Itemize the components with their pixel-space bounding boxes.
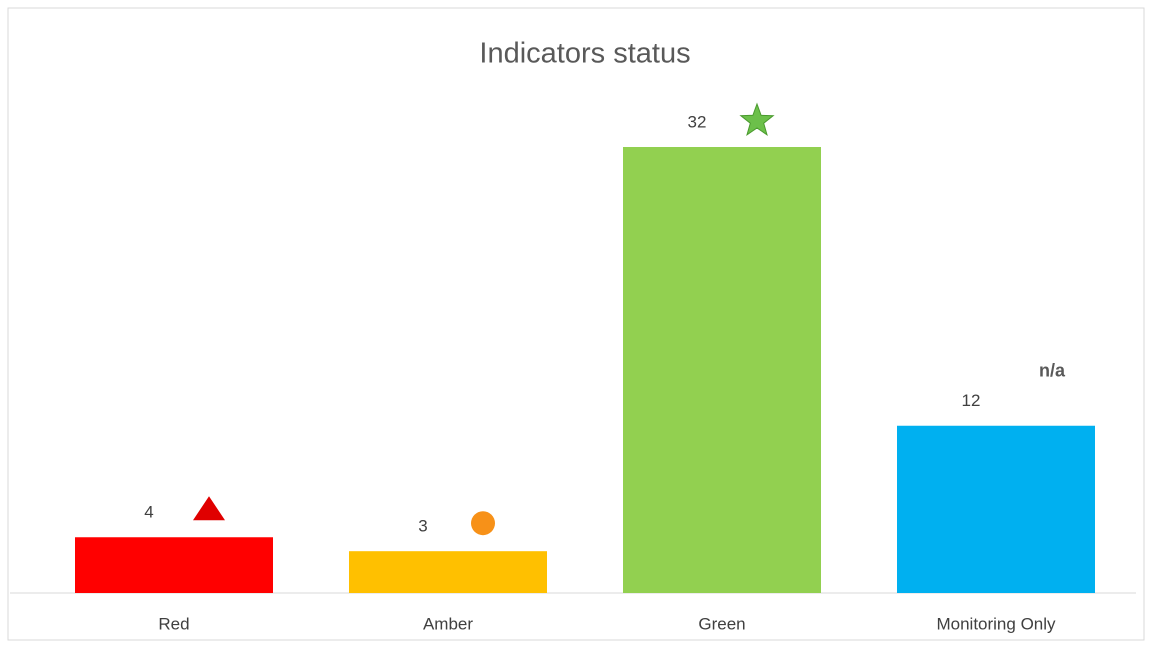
chart-title: Indicators status (479, 38, 690, 70)
data-label: 32 (688, 112, 707, 131)
status-icon (471, 511, 495, 536)
data-label: 12 (962, 391, 981, 410)
annotation: n/a (1039, 361, 1066, 381)
data-label: 3 (418, 517, 427, 536)
bar (349, 551, 547, 593)
data-label: 4 (144, 503, 153, 522)
bar (75, 537, 273, 593)
x-tick-label: Amber (423, 614, 473, 633)
x-tick-label: Green (698, 614, 745, 633)
bar (897, 425, 1095, 593)
status-icon (739, 102, 775, 136)
x-tick-label: Monitoring Only (936, 614, 1056, 633)
bar (623, 147, 821, 593)
status-icon (193, 496, 225, 521)
x-tick-label: Red (158, 614, 189, 633)
